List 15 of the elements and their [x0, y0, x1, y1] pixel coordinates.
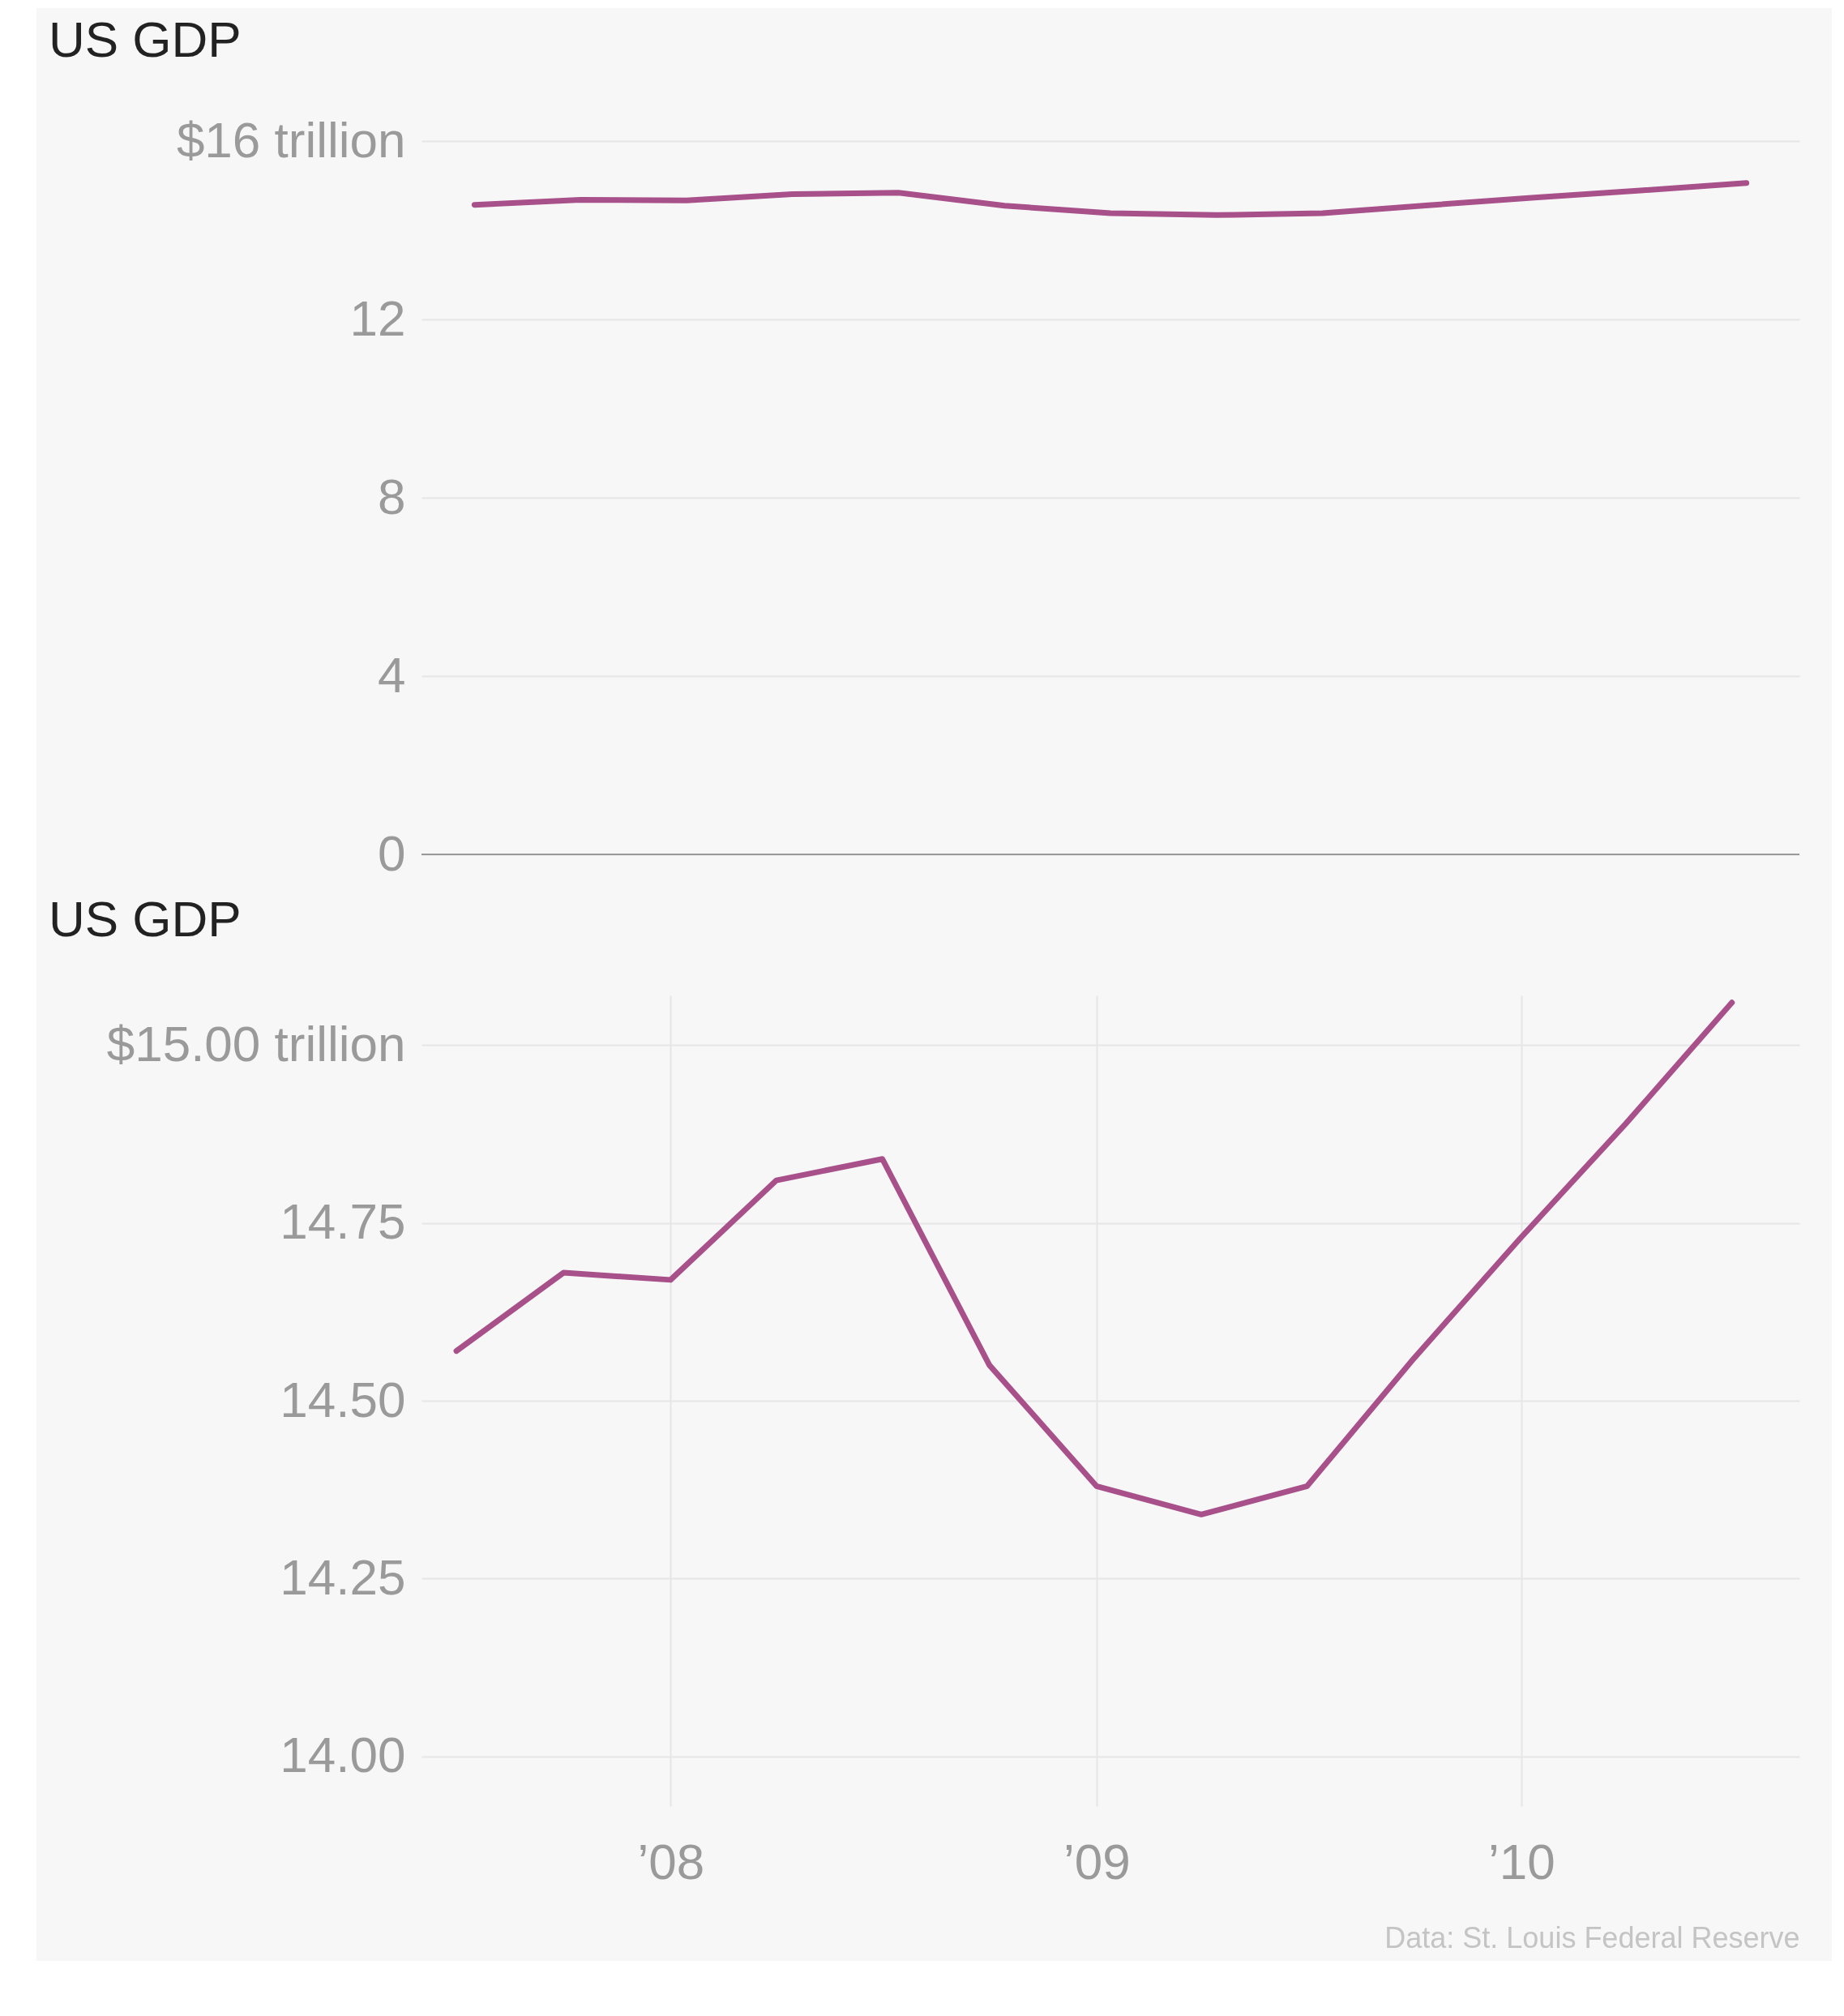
y-tick-label: 4 [378, 646, 406, 703]
y-tick-label: $16 trillion [176, 111, 406, 168]
x-tick-label: ’10 [1487, 1833, 1555, 1890]
x-tick-label: ’09 [1063, 1833, 1131, 1890]
y-tick-label: 14.00 [280, 1727, 406, 1783]
chart-title: US GDP [49, 11, 242, 67]
y-tick-label: 14.75 [280, 1193, 406, 1250]
chart-title: US GDP [49, 891, 242, 947]
y-tick-label: 14.25 [280, 1548, 406, 1605]
y-tick-label: 8 [378, 468, 406, 524]
y-tick-label: 0 [378, 824, 406, 881]
x-tick-label: ’08 [637, 1833, 705, 1890]
y-tick-label: $15.00 trillion [106, 1015, 406, 1072]
y-tick-label: 12 [349, 289, 406, 346]
y-tick-label: 14.50 [280, 1371, 406, 1427]
